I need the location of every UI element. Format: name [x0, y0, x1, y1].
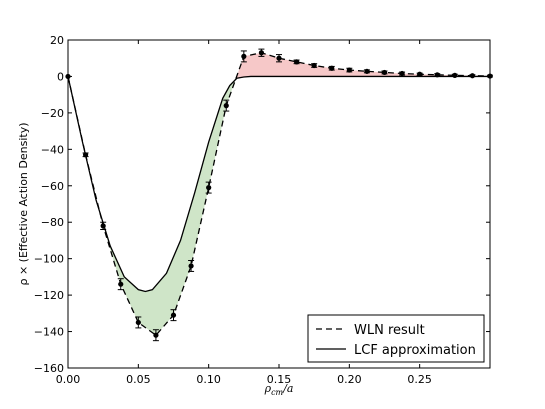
x-tick-label: 0.25	[407, 373, 432, 386]
marker	[469, 73, 476, 79]
axis-ticks: 0.00 0.05 0.10 0.15 0.20 0.25 −160 −140 −120 −100…	[34, 34, 490, 386]
data-point	[82, 152, 89, 158]
y-tick-label: 0	[57, 70, 64, 83]
data-points	[65, 48, 493, 342]
marker	[399, 70, 405, 77]
data-point	[188, 259, 195, 272]
x-tick-label: 0.10	[196, 373, 221, 386]
marker	[223, 103, 229, 109]
legend: WLN result LCF approximation	[307, 314, 485, 363]
x-axis-label-main: ρ	[264, 382, 272, 395]
marker	[153, 332, 159, 338]
data-point	[223, 99, 230, 112]
data-point	[240, 50, 247, 63]
marker	[258, 50, 265, 56]
data-point	[100, 221, 107, 231]
marker	[135, 319, 141, 326]
marker	[417, 71, 423, 77]
marker	[346, 67, 352, 73]
fill-region-above	[236, 52, 490, 79]
marker	[206, 185, 212, 191]
data-point	[258, 48, 265, 57]
y-tick-label: 20	[50, 34, 64, 47]
data-point	[451, 72, 458, 78]
data-point	[205, 181, 212, 194]
data-point	[135, 316, 142, 329]
fill-region-below	[101, 80, 236, 336]
fill-regions	[68, 52, 490, 336]
x-tick-label: 0.15	[267, 373, 292, 386]
legend-label-lcf: LCF approximation	[354, 343, 476, 358]
y-tick-label: −80	[41, 216, 64, 229]
marker	[452, 72, 458, 78]
data-point	[346, 67, 353, 73]
marker	[381, 69, 388, 76]
data-point	[363, 68, 370, 74]
legend-label-wln: WLN result	[354, 323, 425, 338]
data-point	[311, 62, 318, 69]
data-point	[152, 329, 159, 342]
data-point	[117, 278, 124, 291]
data-point	[469, 73, 476, 79]
marker	[276, 55, 282, 61]
data-point	[276, 54, 282, 63]
y-tick-label: −160	[34, 362, 64, 375]
x-axis-label-sub: cm	[271, 388, 283, 397]
data-point	[170, 309, 177, 322]
y-tick-label: −100	[34, 253, 64, 266]
x-axis-label-tail: /a	[282, 382, 293, 395]
data-point	[328, 65, 335, 71]
legend-box	[307, 314, 485, 363]
marker	[434, 72, 440, 78]
x-tick-label: 0.00	[56, 373, 81, 386]
data-point	[416, 71, 423, 77]
y-tick-label: −120	[34, 289, 64, 302]
data-point	[399, 70, 406, 77]
marker	[170, 312, 177, 318]
marker	[293, 59, 300, 65]
y-tick-label: −140	[34, 326, 64, 339]
marker	[329, 65, 335, 71]
marker	[311, 62, 317, 69]
y-tick-label: −60	[41, 180, 64, 193]
y-axis-label: ρ × (Effective Action Density)	[17, 122, 30, 285]
series-line-lcf	[67, 75, 490, 293]
y-tick-label: −40	[41, 143, 64, 156]
x-axis-label: ρcm/a	[264, 382, 294, 397]
x-tick-label: 0.20	[337, 373, 362, 386]
marker	[241, 53, 247, 60]
x-tick-label: 0.05	[126, 373, 151, 386]
data-point	[434, 72, 441, 78]
marker	[364, 68, 370, 74]
marker	[188, 263, 194, 269]
data-point	[293, 59, 300, 65]
marker	[118, 281, 124, 287]
data-point	[381, 69, 388, 76]
marker	[100, 223, 106, 229]
y-tick-label: −20	[41, 107, 64, 120]
marker	[82, 152, 89, 158]
